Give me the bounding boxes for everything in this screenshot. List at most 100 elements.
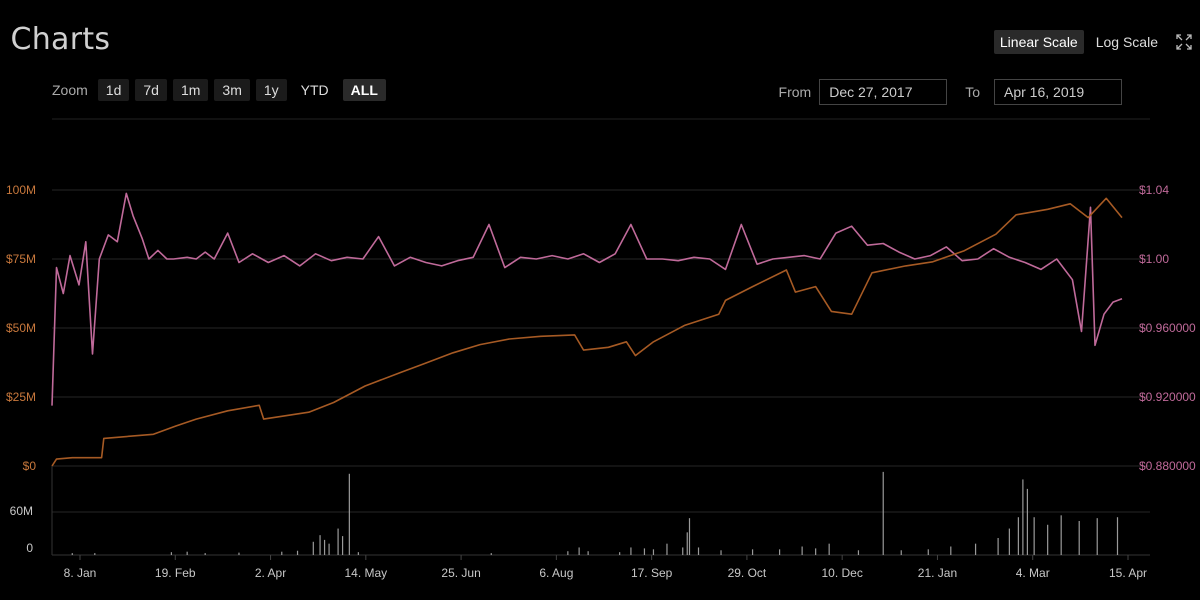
volume-bar	[587, 551, 589, 555]
volume-bar	[348, 473, 350, 555]
volume-bar	[900, 550, 902, 555]
fullscreen-icon[interactable]	[1174, 32, 1194, 52]
volume-bar	[71, 553, 73, 555]
x-axis-tick-label: 15. Apr	[1109, 566, 1147, 580]
x-axis-tick-label: 17. Sep	[631, 566, 673, 580]
volume-bar	[94, 553, 96, 555]
from-label: From	[778, 84, 812, 100]
volume-bar	[1060, 515, 1062, 555]
volume-bar	[312, 541, 314, 555]
volume-bar	[815, 548, 817, 555]
zoom-all-button[interactable]: ALL	[342, 79, 386, 101]
volume-bar	[666, 543, 668, 555]
zoom-label: Zoom	[52, 82, 88, 98]
volume-bar	[204, 553, 206, 555]
left-axis-tick-label: 100M	[6, 183, 36, 197]
volume-bar	[857, 550, 860, 555]
left-axis: $0 $25M $50M $75M 100M	[6, 183, 36, 473]
volume-bar	[1116, 517, 1119, 555]
zoom-1y-button[interactable]: 1y	[255, 79, 287, 101]
volume-axis: 0 60M	[10, 504, 34, 555]
volume-bar	[751, 549, 754, 555]
volume-bar	[720, 550, 722, 555]
page-title: i Charts	[0, 22, 111, 57]
volume-bar	[296, 550, 299, 555]
volume-bar	[1026, 488, 1028, 555]
volume-bar	[682, 547, 684, 555]
volume-axis-tick-label: 60M	[10, 504, 33, 518]
volume-bar	[578, 547, 580, 555]
zoom-ytd-button[interactable]: YTD	[300, 82, 329, 98]
volume-bar	[1022, 479, 1024, 555]
volume-bar	[686, 532, 688, 555]
right-axis-tick-label: $0.960000	[1139, 321, 1196, 335]
volume-bar	[1017, 517, 1019, 555]
x-axis-tick-label: 25. Jun	[441, 566, 480, 580]
x-axis-tick-label: 4. Mar	[1016, 566, 1050, 580]
x-axis-tick-label: 21. Jan	[918, 566, 957, 580]
linear-scale-button[interactable]: Linear Scale	[993, 30, 1084, 54]
left-axis-tick-label: $0	[23, 459, 37, 473]
volume-bar	[997, 538, 999, 555]
volume-bar	[882, 471, 884, 555]
volume-bar	[643, 548, 646, 555]
volume-bar	[323, 539, 326, 555]
volume-bar	[1078, 521, 1080, 555]
volume-bar	[337, 528, 339, 555]
right-axis-tick-label: $0.920000	[1139, 390, 1196, 404]
volume-bar	[281, 551, 283, 555]
to-date-input[interactable]	[994, 79, 1122, 105]
x-axis-tick-label: 14. May	[344, 566, 387, 580]
volume-bar	[341, 536, 344, 555]
volume-bar	[974, 543, 977, 555]
x-axis-tick-label: 8. Jan	[64, 566, 97, 580]
volume-bar	[652, 549, 655, 555]
volume-bar	[319, 535, 321, 555]
volume-bar	[357, 552, 359, 555]
volume-bar	[1008, 528, 1010, 555]
x-axis-tick-label: 2. Apr	[255, 566, 286, 580]
volume-bar	[1096, 518, 1098, 555]
x-axis-tick-label: 10. Dec	[822, 566, 863, 580]
price-line	[51, 192, 1123, 406]
volume-bar	[567, 551, 569, 555]
date-range: From To	[779, 79, 1122, 105]
grid-lines	[51, 118, 1150, 556]
zoom-1d-button[interactable]: 1d	[97, 79, 130, 101]
volume-axis-tick-label: 0	[26, 541, 33, 555]
volume-bar	[630, 547, 632, 555]
x-axis-tick-label: 6. Aug	[539, 566, 573, 580]
volume-bar	[328, 543, 330, 555]
volume-bar	[1033, 517, 1035, 555]
left-axis-tick-label: $25M	[6, 390, 36, 404]
volume-bar	[950, 546, 952, 555]
log-scale-button[interactable]: Log Scale	[1095, 34, 1158, 50]
volume-bar	[186, 551, 188, 555]
volume-bar	[927, 549, 929, 555]
series-lines	[51, 192, 1123, 467]
volume-bar	[779, 549, 781, 555]
right-axis: $0.880000 $0.920000 $0.960000 $1.00 $1.04	[1139, 183, 1196, 473]
volume-bar	[801, 546, 803, 555]
market-cap-line	[51, 197, 1123, 467]
zoom-1m-button[interactable]: 1m	[172, 79, 209, 101]
volume-bar	[238, 552, 240, 555]
scale-toggle: Linear Scale Log Scale	[993, 30, 1194, 54]
zoom-7d-button[interactable]: 7d	[135, 79, 167, 101]
x-axis: 8. Jan 19. Feb 2. Apr 14. May 25. Jun 6. Aug 1…	[64, 555, 1147, 580]
volume-bar	[490, 553, 492, 555]
volume-bar	[619, 552, 621, 555]
from-date-input[interactable]	[819, 79, 948, 105]
left-axis-tick-label: $75M	[6, 252, 36, 266]
to-label: To	[965, 84, 980, 100]
volume-bar	[688, 518, 691, 555]
volume-bar	[170, 552, 172, 555]
zoom-3m-button[interactable]: 3m	[214, 79, 250, 101]
right-axis-tick-label: $1.00	[1139, 252, 1169, 266]
volume-bar	[1047, 524, 1049, 555]
volume-bars	[71, 471, 1119, 555]
right-axis-tick-label: $0.880000	[1139, 459, 1196, 473]
x-axis-tick-label: 19. Feb	[155, 566, 196, 580]
volume-bar	[697, 547, 700, 555]
x-axis-tick-label: 29. Oct	[728, 566, 767, 580]
